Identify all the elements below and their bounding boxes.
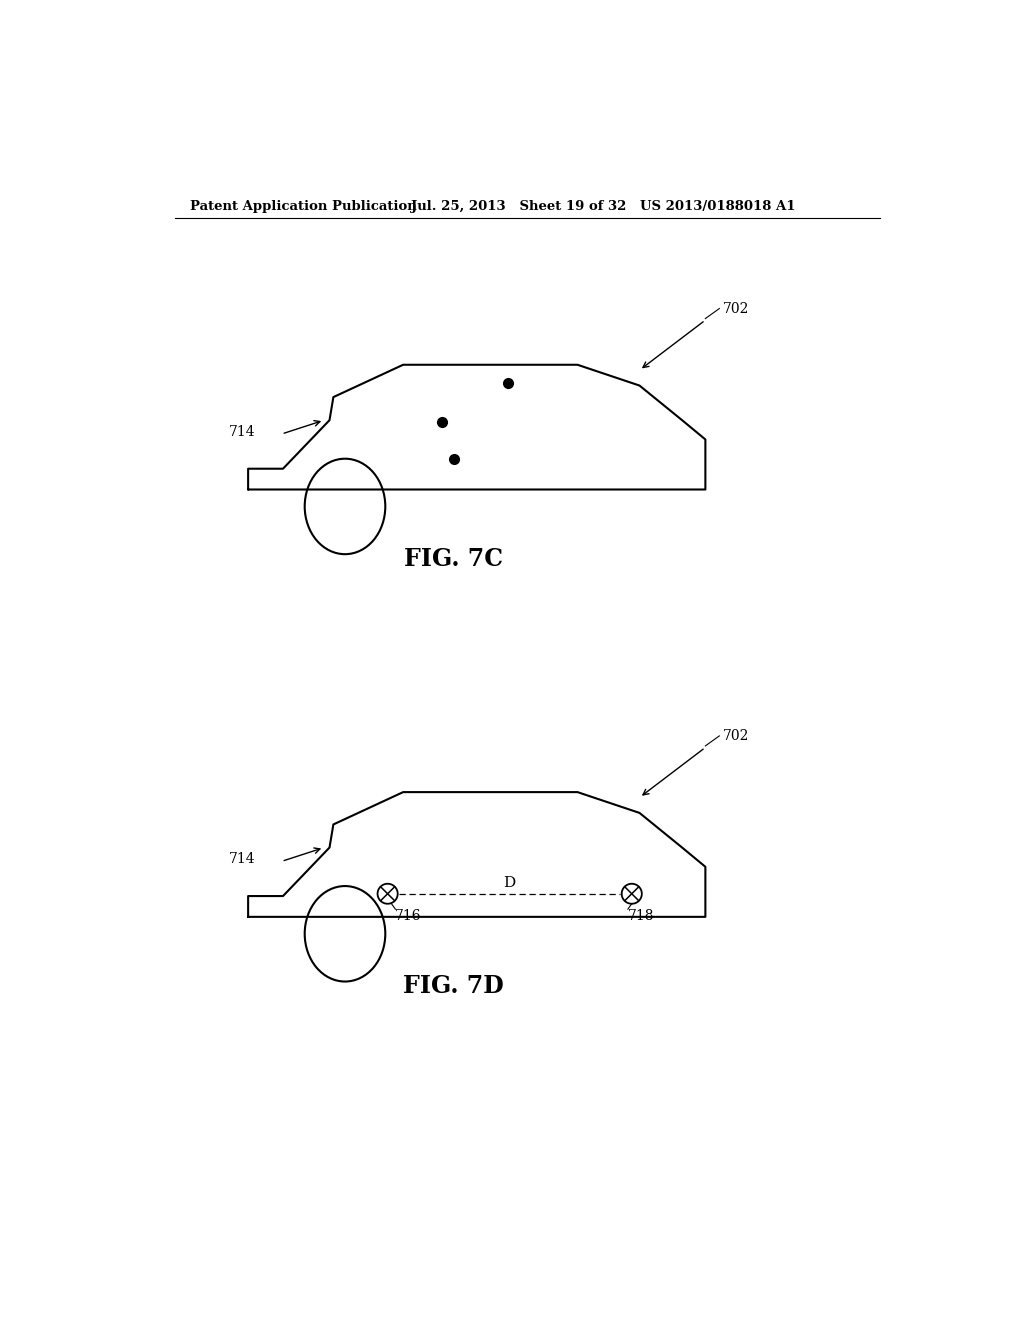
Text: FIG. 7C: FIG. 7C	[404, 546, 503, 570]
Text: 716: 716	[395, 909, 422, 923]
Text: Jul. 25, 2013   Sheet 19 of 32: Jul. 25, 2013 Sheet 19 of 32	[411, 199, 627, 213]
Text: D: D	[504, 876, 516, 890]
Text: FIG. 7D: FIG. 7D	[403, 974, 504, 998]
Text: 714: 714	[229, 425, 256, 438]
Text: 702: 702	[723, 729, 750, 743]
Text: 702: 702	[723, 301, 750, 315]
Text: US 2013/0188018 A1: US 2013/0188018 A1	[640, 199, 795, 213]
Text: 714: 714	[229, 853, 256, 866]
Text: 718: 718	[628, 909, 654, 923]
Text: Patent Application Publication: Patent Application Publication	[190, 199, 417, 213]
